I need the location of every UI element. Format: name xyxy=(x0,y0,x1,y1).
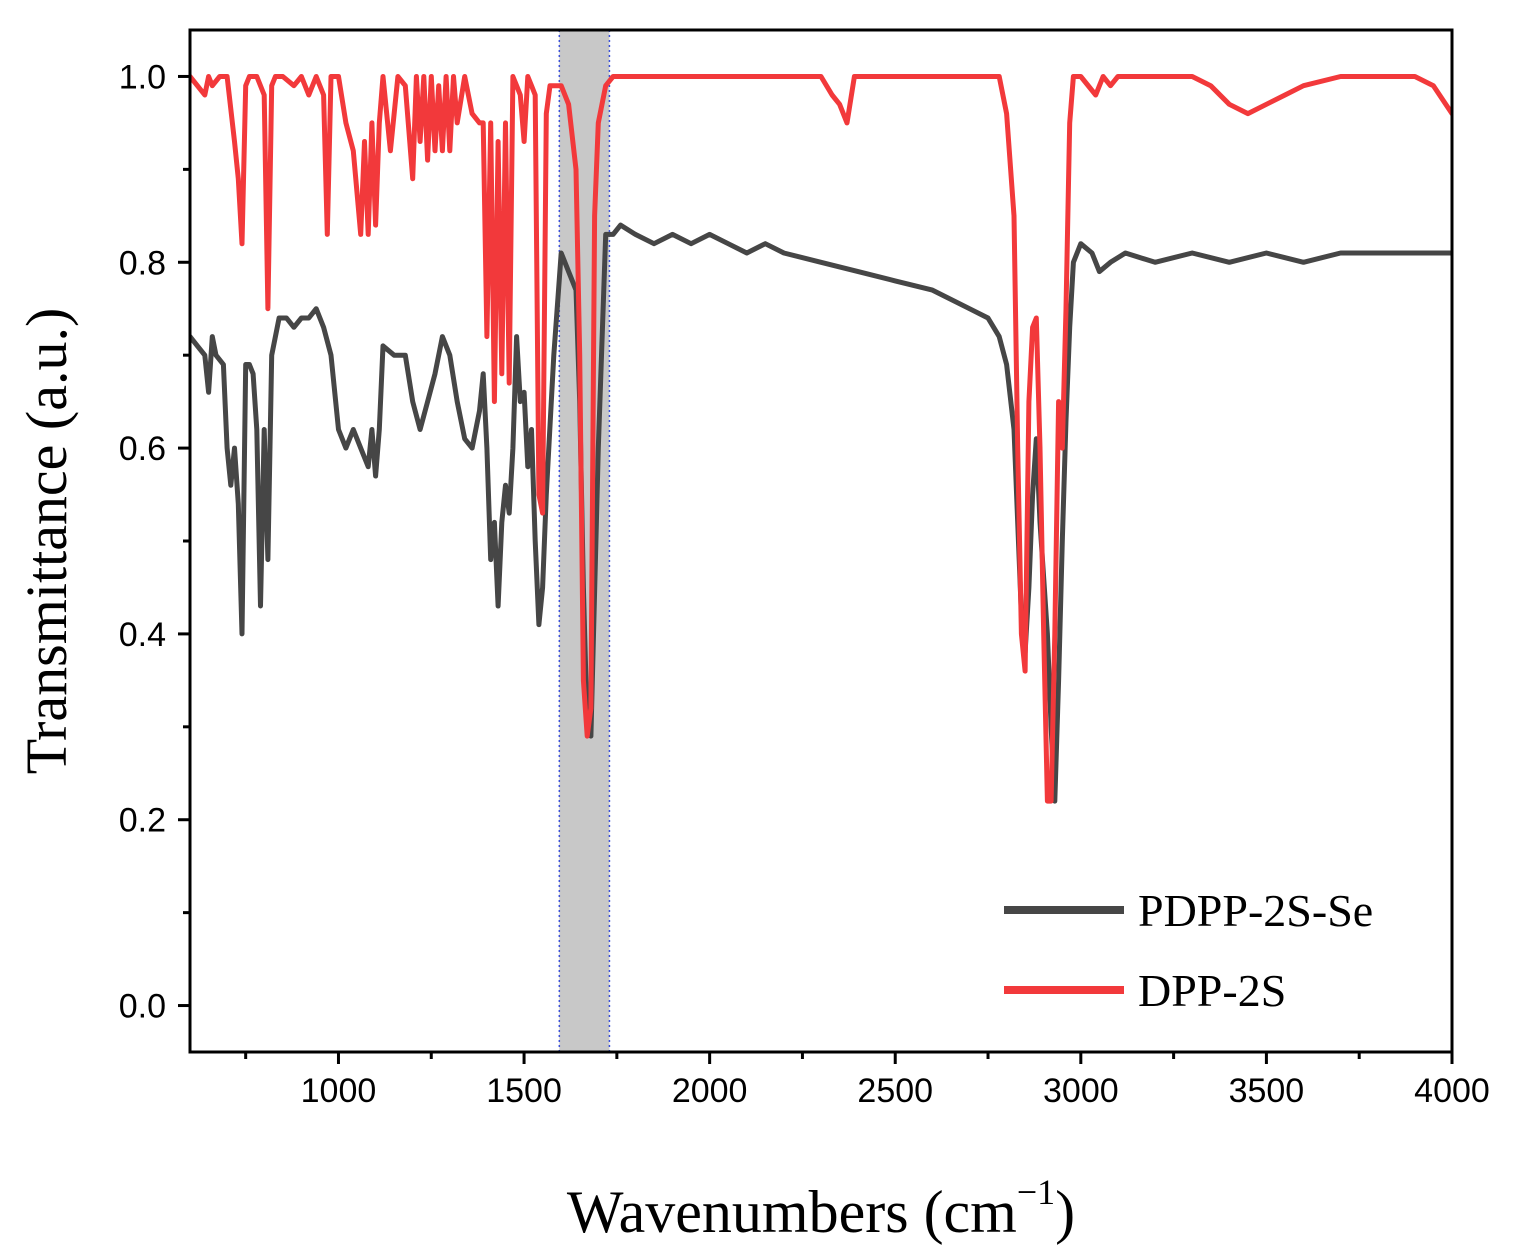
y-tick-label: 0.8 xyxy=(119,244,166,282)
y-tick-label: 0.0 xyxy=(119,988,166,1026)
x-axis-title-close: ) xyxy=(1055,1179,1075,1245)
x-axis-title: Wavenumbers (cm−1) xyxy=(567,1172,1075,1245)
legend-label-dpp-2s: DPP-2S xyxy=(1138,965,1286,1016)
y-axis-title: Transmittance (a.u.) xyxy=(14,308,79,775)
x-tick-label: 1000 xyxy=(301,1072,377,1110)
x-tick-label: 2500 xyxy=(857,1072,933,1110)
series-line-dpp-2s xyxy=(190,74,1452,804)
y-tick-label: 1.0 xyxy=(119,58,166,96)
x-tick-label: 3500 xyxy=(1229,1072,1305,1110)
x-axis-title-main: Wavenumbers (cm xyxy=(567,1179,1017,1245)
x-axis-title-superscript: −1 xyxy=(1017,1172,1055,1212)
x-tick-label: 2000 xyxy=(672,1072,748,1110)
y-tick-label: 0.2 xyxy=(119,802,166,840)
legend-label-pdpp-2s-se: PDPP-2S-Se xyxy=(1138,885,1373,936)
y-tick-label: 0.6 xyxy=(119,430,166,468)
series-line-pdpp-2s-se xyxy=(190,222,1452,804)
x-tick-label: 1500 xyxy=(486,1072,562,1110)
x-tick-label: 3000 xyxy=(1043,1072,1119,1110)
legend: PDPP-2S-Se DPP-2S xyxy=(1004,885,1373,1016)
x-tick-label: 4000 xyxy=(1414,1072,1490,1110)
y-tick-label: 0.4 xyxy=(119,616,166,654)
